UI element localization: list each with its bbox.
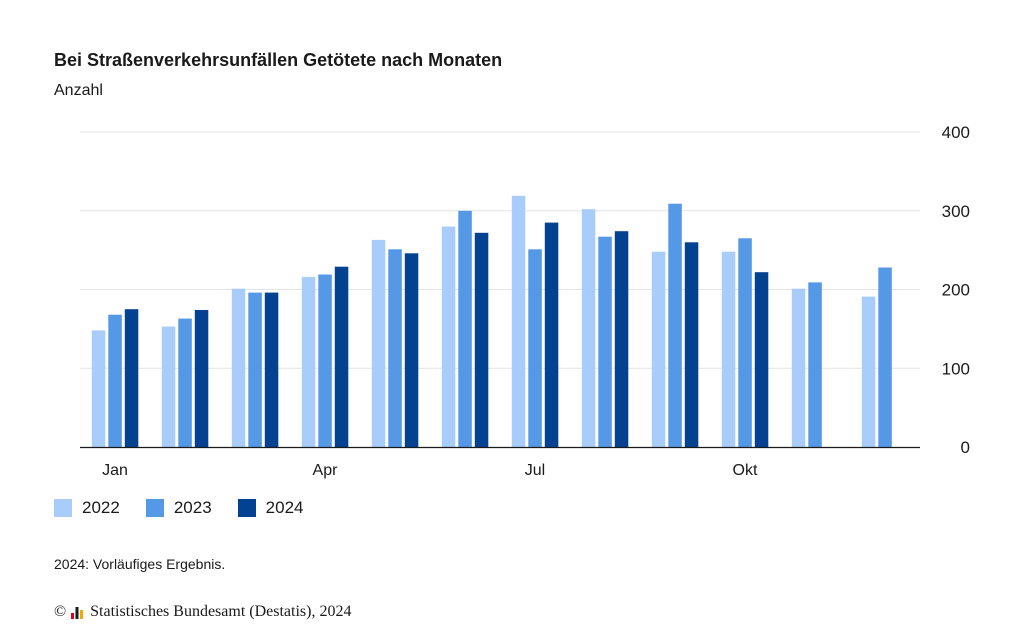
source-credit: © Statistisches Bundesamt (Destatis), 20… [54, 603, 351, 621]
bar-2023-Mai [388, 249, 402, 447]
y-tick-label-200: 200 [942, 281, 970, 300]
legend-swatch-2024 [237, 499, 256, 517]
legend-label-2024: 2024 [265, 498, 304, 517]
bar-2023-Sep [668, 203, 682, 447]
x-tick-label-Jan: Jan [102, 462, 128, 479]
bar-2024-Sep [684, 242, 699, 448]
y-tick-label-300: 300 [942, 202, 970, 221]
legend-item-2024[interactable]: 2024 [237, 498, 304, 518]
legend-label-2022: 2022 [82, 498, 120, 517]
bar-2022-Mai [371, 239, 386, 447]
bar-2023-Dez [878, 267, 892, 447]
copyright-symbol: © [54, 603, 67, 620]
y-tick-label-100: 100 [942, 359, 970, 378]
bar-2024-Jun [474, 232, 489, 447]
bar-2024-Apr [334, 266, 349, 447]
bar-2022-Dez [861, 296, 876, 447]
bar-2023-Feb [178, 318, 192, 447]
bar-2022-Mär [231, 288, 246, 447]
bar-2023-Jun [458, 210, 472, 448]
bar-2022-Sep [651, 251, 666, 447]
bar-2022-Jul [511, 195, 526, 447]
destatis-logo-icon [71, 607, 84, 619]
bar-2024-Mai [404, 253, 419, 447]
legend-swatch-2022 [54, 499, 72, 517]
chart-title: Bei Straßenverkehrsunfällen Getötete nac… [54, 50, 503, 70]
source-text: Statistisches Bundesamt (Destatis), 2024 [90, 603, 352, 620]
x-tick-label-Apr: Apr [313, 462, 339, 479]
y-tick-label-0: 0 [961, 438, 970, 457]
bar-2023-Mär [248, 292, 262, 447]
x-tick-label-Jul: Jul [525, 462, 545, 479]
bar-2024-Aug [614, 231, 629, 447]
bar-2023-Aug [598, 236, 612, 447]
bar-2022-Jun [441, 226, 456, 447]
legend: 2022 2023 2024 [54, 498, 329, 518]
legend-item-2023[interactable]: 2023 [145, 498, 212, 518]
y-tick-label-400: 400 [942, 123, 970, 142]
bar-chart: 0 100 200 300 400 Jan Apr Jul Okt [80, 123, 970, 479]
x-tick-label-Okt: Okt [733, 462, 758, 479]
bar-2022-Apr [301, 276, 316, 447]
bar-2022-Nov [791, 288, 806, 447]
bar-2024-Mär [264, 292, 279, 447]
bar-2022-Jan [91, 330, 106, 447]
bar-2022-Feb [161, 326, 176, 447]
bar-2024-Jan [124, 309, 139, 447]
bar-2024-Feb [194, 310, 209, 447]
bar-2023-Jan [108, 314, 122, 447]
bar-2024-Jul [544, 222, 559, 447]
bar-2023-Apr [318, 274, 332, 447]
bar-2023-Okt [738, 238, 752, 447]
chart-subtitle: Anzahl [54, 82, 103, 99]
legend-swatch-2023 [145, 499, 164, 517]
legend-label-2023: 2023 [173, 498, 212, 517]
legend-item-2022[interactable]: 2022 [54, 498, 120, 518]
bar-2022-Okt [721, 251, 736, 447]
bar-2023-Jul [528, 249, 542, 447]
bar-2023-Nov [808, 282, 822, 447]
bar-2024-Okt [754, 272, 769, 447]
footnote: 2024: Vorläufiges Ergebnis. [54, 556, 226, 572]
bar-2022-Aug [581, 209, 596, 447]
